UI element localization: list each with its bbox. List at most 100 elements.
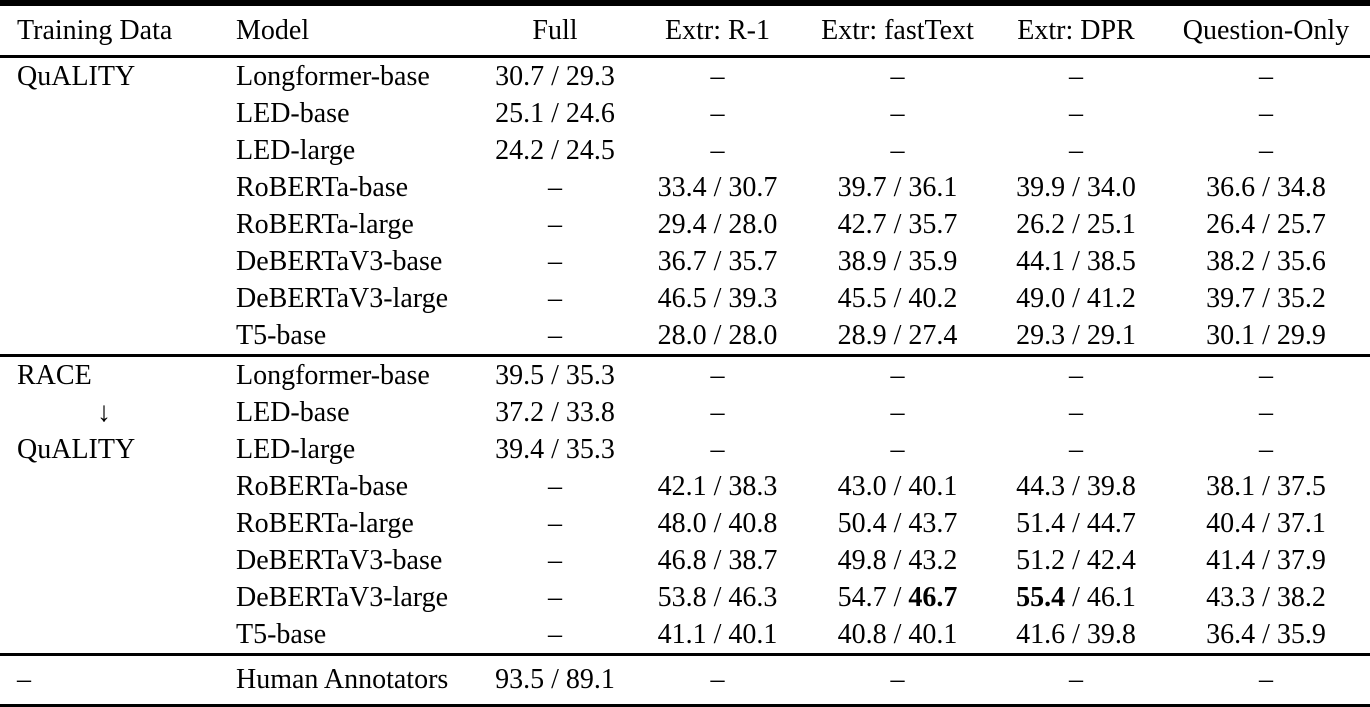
value-cell: 40.4 / 37.1 <box>1206 507 1326 539</box>
value-cell: – <box>548 282 562 314</box>
table-row: DeBERTaV3-large –53.8 / 46.3 54.7 / 46.7 55… <box>0 579 1370 616</box>
value-cell: – <box>548 319 562 351</box>
value-segment: 54.7 / <box>837 581 909 613</box>
value-cell: 38.9 / 35.9 <box>837 245 958 277</box>
value-cell: – <box>1069 433 1083 465</box>
value-cell: 51.2 / 42.4 <box>1016 544 1136 576</box>
model-cell: Longformer-base <box>236 60 430 92</box>
col-header-training-data: Training Data <box>0 3 236 58</box>
value-cell: – <box>890 433 905 465</box>
training-data-cell <box>0 132 236 169</box>
model-cell: Longformer-base <box>236 354 480 394</box>
value-cell: 54.7 / 46.7 <box>805 579 990 616</box>
table-row: QuALITY Longformer-base 30.7 / 29.3 – – – – <box>0 57 1370 96</box>
value-cell: – <box>890 396 905 428</box>
value-cell: 26.2 / 25.1 <box>1016 208 1136 240</box>
value-cell: 29.3 / 29.1 <box>1016 319 1136 351</box>
value-cell: 36.4 / 35.9 <box>1206 618 1326 650</box>
training-data-cell: ↓ <box>97 396 111 428</box>
col-header-extr-dpr: Extr: DPR <box>990 3 1162 58</box>
value-cell: 51.4 / 44.7 <box>1016 507 1136 539</box>
value-cell: – <box>1069 97 1083 129</box>
value-cell: – <box>548 544 562 576</box>
value-cell: – <box>548 208 562 240</box>
table-row: DeBERTaV3-large – 46.5 / 39.3 45.5 / 40.2 49… <box>0 280 1370 317</box>
table-row: RoBERTa-base – 33.4 / 30.7 39.7 / 36.1 39.9 … <box>0 169 1370 206</box>
model-cell: T5-base <box>236 319 327 351</box>
table-row: LED-large 24.2 / 24.5 – – – – <box>0 132 1370 169</box>
header-row: Training Data Model Full Extr: R-1 Extr:… <box>0 3 1370 58</box>
value-cell: 28.0 / 28.0 <box>657 319 778 351</box>
value-cell: – <box>548 581 562 613</box>
training-data-cell <box>0 616 236 655</box>
value-cell: – <box>630 653 805 707</box>
value-cell: 45.5 / 40.2 <box>837 282 958 314</box>
value-cell: – <box>1259 134 1273 166</box>
value-cell: 29.4 / 28.0 <box>657 208 778 240</box>
model-cell: RoBERTa-large <box>236 208 414 240</box>
model-cell: DeBERTaV3-large <box>236 581 448 613</box>
value-cell: 42.1 / 38.3 <box>657 470 778 502</box>
training-data-cell <box>0 243 236 280</box>
model-cell: LED-base <box>236 396 350 428</box>
value-cell: 39.7 / 36.1 <box>837 171 958 203</box>
value-cell: – <box>890 97 905 129</box>
model-cell: LED-base <box>236 97 350 129</box>
training-data-cell <box>0 95 236 132</box>
value-cell: – <box>1259 60 1273 92</box>
model-cell: Human Annotators <box>236 653 480 707</box>
model-cell: T5-base <box>236 618 327 650</box>
value-cell: 43.3 / 38.2 <box>1206 581 1326 613</box>
value-cell: 46.5 / 39.3 <box>657 282 778 314</box>
value-cell: – <box>805 653 990 707</box>
col-header-extr-fasttext: Extr: fastText <box>805 3 990 58</box>
training-data-cell <box>0 579 236 616</box>
value-cell: – <box>630 354 805 394</box>
value-cell: 36.7 / 35.7 <box>657 245 778 277</box>
value-cell: 44.3 / 39.8 <box>1016 470 1136 502</box>
value-cell: 42.7 / 35.7 <box>837 208 958 240</box>
value-cell: – <box>548 171 562 203</box>
value-cell: 44.1 / 38.5 <box>1016 245 1136 277</box>
value-cell: 49.8 / 43.2 <box>837 544 958 576</box>
value-cell: – <box>1259 396 1273 428</box>
value-cell: – <box>710 97 725 129</box>
table-row: T5-base – 28.0 / 28.0 28.9 / 27.4 29.3 / 29.… <box>0 317 1370 356</box>
value-cell: – <box>1069 134 1083 166</box>
value-cell: 38.2 / 35.6 <box>1206 245 1326 277</box>
value-segment-bold: 46.7 <box>908 581 958 613</box>
table-row: DeBERTaV3-base – 36.7 / 35.7 38.9 / 35.9 44.… <box>0 243 1370 280</box>
value-cell: – <box>805 354 990 394</box>
training-data-cell: QuALITY <box>17 60 136 92</box>
model-cell: LED-large <box>236 433 356 465</box>
training-data-cell <box>0 280 236 317</box>
value-cell: 41.1 / 40.1 <box>657 618 778 650</box>
model-cell: LED-large <box>236 134 356 166</box>
value-cell: 26.4 / 25.7 <box>1206 208 1326 240</box>
training-data-cell <box>0 317 236 356</box>
value-cell: 41.6 / 39.8 <box>1016 618 1136 650</box>
value-cell: – <box>548 618 562 650</box>
value-cell: 40.8 / 40.1 <box>837 618 958 650</box>
value-cell: – <box>710 433 725 465</box>
value-cell: 41.4 / 37.9 <box>1206 544 1326 576</box>
table-row: – Human Annotators 93.5 / 89.1– – – – <box>0 653 1370 707</box>
value-cell: 93.5 / 89.1 <box>480 653 630 707</box>
value-cell: – <box>990 653 1162 707</box>
table-row: ↓ LED-base 37.2 / 33.8 – – – – <box>0 394 1370 431</box>
value-cell: – <box>890 60 905 92</box>
value-cell: 49.0 / 41.2 <box>1016 282 1136 314</box>
value-cell: 39.4 / 35.3 <box>495 433 615 465</box>
value-cell: – <box>548 470 562 502</box>
col-header-extr-r1: Extr: R-1 <box>630 3 805 58</box>
value-cell: 36.6 / 34.8 <box>1206 171 1326 203</box>
model-cell: RoBERTa-base <box>236 470 409 502</box>
model-cell: RoBERTa-base <box>236 171 409 203</box>
value-segment-bold: 55.4 <box>1016 581 1066 613</box>
value-cell: 39.7 / 35.2 <box>1206 282 1326 314</box>
value-cell: 33.4 / 30.7 <box>657 171 778 203</box>
model-cell: DeBERTaV3-large <box>236 282 448 314</box>
value-cell: – <box>890 134 905 166</box>
value-cell: 38.1 / 37.5 <box>1206 470 1326 502</box>
